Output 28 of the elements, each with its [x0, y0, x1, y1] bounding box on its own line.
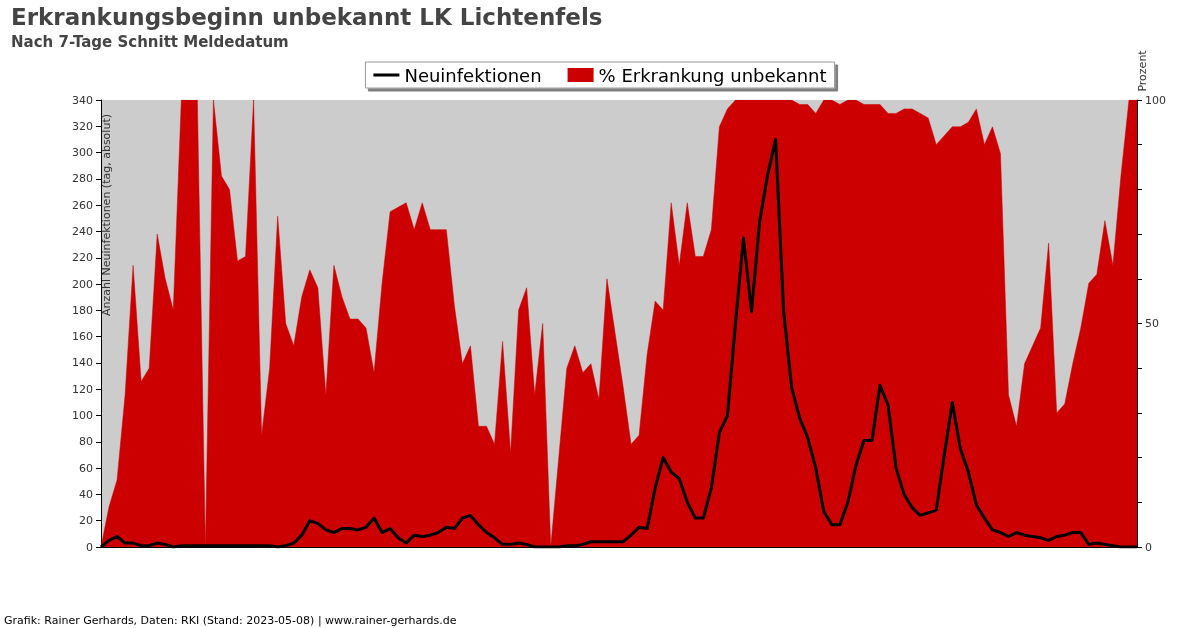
y-tick-label: 0 — [86, 540, 93, 554]
text: Grafik: Rainer Gerhards, Daten: RKI (Stand: 2023-05-08) | www.rainer-gerhards.de — [4, 614, 457, 627]
y-axis-title: Anzahl Neuinfektionen (tag, absolut) — [100, 114, 113, 316]
y-tick-label: 220 — [72, 251, 93, 265]
y2-tick-label: 0 — [1145, 540, 1152, 554]
y2-tick-label: 50 — [1145, 317, 1159, 330]
y-tick-label: 280 — [72, 172, 93, 186]
y-tick-label: 20 — [79, 514, 93, 528]
y2-tick-label: 100 — [1145, 93, 1166, 107]
y-tick-label: 80 — [79, 435, 93, 449]
legend-label: Neuinfektionen — [404, 64, 542, 86]
y-tick-label: 300 — [72, 146, 93, 160]
y-tick-label: 320 — [72, 119, 93, 133]
y-tick-label: 40 — [79, 487, 93, 501]
y-tick-label: 180 — [72, 303, 93, 317]
y-tick-label: 60 — [79, 461, 93, 475]
y-tick-label: 100 — [72, 409, 93, 423]
chart-title: Erkrankungsbeginn unbekannt LK Lichtenfels — [11, 3, 603, 30]
y2-axis-title: Prozent — [1136, 49, 1149, 92]
y-tick-label: 260 — [72, 198, 93, 212]
y-tick-label: 160 — [72, 330, 93, 344]
y-tick-label: 120 — [72, 382, 93, 396]
y-tick-label: 240 — [72, 224, 93, 238]
chart-subtitle: Nach 7-Tage Schnitt Meldedatum — [11, 32, 289, 51]
y-tick-label: 140 — [72, 356, 93, 370]
legend-label: % Erkrankung unbekannt — [598, 64, 827, 86]
y-tick-label: 200 — [72, 277, 93, 291]
y-tick-label: 340 — [72, 93, 93, 107]
